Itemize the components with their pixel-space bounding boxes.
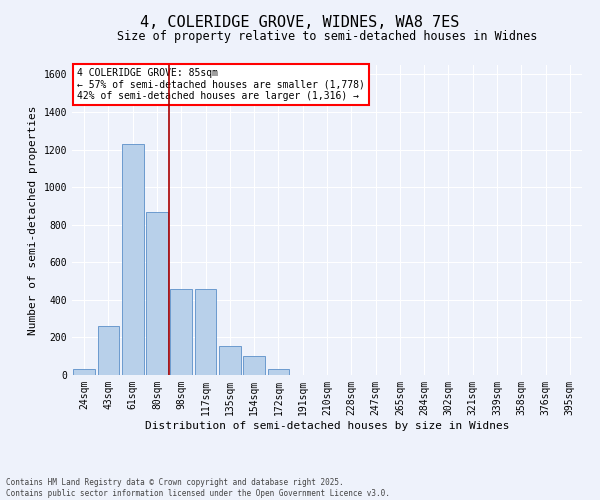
Bar [243, 356, 265, 375]
Text: 4, COLERIDGE GROVE, WIDNES, WA8 7ES: 4, COLERIDGE GROVE, WIDNES, WA8 7ES [140, 15, 460, 30]
Text: Contains HM Land Registry data © Crown copyright and database right 2025.
Contai: Contains HM Land Registry data © Crown c… [6, 478, 390, 498]
X-axis label: Distribution of semi-detached houses by size in Widnes: Distribution of semi-detached houses by … [145, 420, 509, 430]
Bar [146, 212, 168, 375]
Bar [97, 326, 119, 375]
Bar [219, 346, 241, 375]
Bar [170, 288, 192, 375]
Bar [73, 370, 95, 375]
Bar [122, 144, 143, 375]
Text: 4 COLERIDGE GROVE: 85sqm
← 57% of semi-detached houses are smaller (1,778)
42% o: 4 COLERIDGE GROVE: 85sqm ← 57% of semi-d… [77, 68, 365, 102]
Title: Size of property relative to semi-detached houses in Widnes: Size of property relative to semi-detach… [117, 30, 537, 43]
Y-axis label: Number of semi-detached properties: Number of semi-detached properties [28, 106, 38, 335]
Bar [194, 288, 217, 375]
Bar [268, 370, 289, 375]
